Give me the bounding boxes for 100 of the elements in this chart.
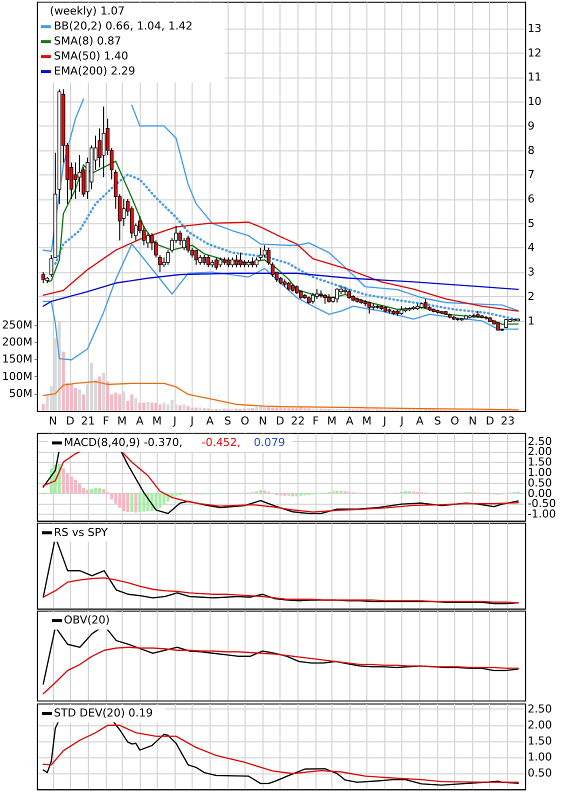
bar bbox=[162, 402, 166, 411]
candlestick bbox=[218, 256, 222, 268]
candlestick bbox=[367, 300, 372, 314]
x-tick-label: 23 bbox=[500, 414, 515, 428]
legend-label: BB(20,2) 0.66, 1.04, 1.42 bbox=[54, 20, 193, 33]
x-tick-label: J bbox=[172, 414, 176, 428]
line-series bbox=[42, 381, 519, 411]
x-tick-label: D bbox=[66, 414, 74, 428]
legend-label: STD DEV(20) 0.19 bbox=[54, 706, 153, 720]
bar bbox=[267, 406, 270, 411]
candlestick bbox=[194, 250, 198, 266]
y-tick-label: 10 bbox=[528, 95, 542, 108]
bar bbox=[78, 484, 81, 494]
candlestick bbox=[102, 106, 106, 178]
y-tick-label: 1 bbox=[528, 314, 535, 328]
x-tick-label: N bbox=[468, 414, 477, 428]
y-tick-label: 4 bbox=[528, 241, 535, 254]
x-tick-label: N bbox=[48, 414, 58, 428]
legend-label: MACD(8,40,9) -0.370, bbox=[64, 436, 183, 449]
bar bbox=[78, 390, 81, 411]
bar bbox=[190, 408, 194, 411]
y-tick-label: -1.00 bbox=[528, 508, 556, 521]
bar bbox=[86, 490, 90, 494]
text: -0.452, bbox=[202, 436, 241, 449]
y-tick-label: 1.50 bbox=[528, 734, 552, 748]
x-tick-label: A bbox=[206, 414, 214, 428]
x-tick-label: D bbox=[486, 414, 494, 428]
candlestick bbox=[311, 292, 315, 304]
bar bbox=[154, 402, 158, 411]
y-tick-label: 2.50 bbox=[528, 702, 552, 716]
y-tick-label: 3 bbox=[528, 266, 535, 279]
y2-tick-label: 100M bbox=[2, 370, 32, 383]
chart-title: (weekly) 1.07 bbox=[50, 4, 125, 18]
legend-label: OBV(20) bbox=[64, 614, 110, 627]
bar bbox=[166, 404, 170, 411]
bar bbox=[299, 408, 302, 411]
y-tick-label: 0.50 bbox=[528, 766, 552, 780]
bar bbox=[287, 408, 290, 411]
bar bbox=[259, 490, 262, 494]
bar bbox=[336, 490, 339, 494]
candlestick bbox=[206, 254, 210, 268]
x-tick-label: A bbox=[346, 414, 354, 428]
bar bbox=[130, 394, 134, 411]
x-tick-label: J bbox=[399, 414, 404, 428]
x-tick-label: N bbox=[258, 414, 267, 428]
x-tick-label: M bbox=[152, 414, 162, 428]
legend-label: SMA(50) 1.40 bbox=[54, 50, 128, 63]
candlestick bbox=[230, 256, 234, 268]
y-tick-label: 2.50 bbox=[528, 434, 552, 448]
x-tick-label: A bbox=[136, 414, 144, 428]
x-tick-label: S bbox=[434, 414, 442, 428]
y-tick-label: 11 bbox=[528, 70, 542, 84]
y-tick-label: 8 bbox=[528, 144, 535, 157]
bar bbox=[283, 493, 286, 496]
bar bbox=[279, 408, 282, 411]
candlestick bbox=[214, 256, 218, 270]
bar bbox=[134, 493, 138, 512]
x-tick-label: S bbox=[224, 414, 232, 428]
bar bbox=[82, 394, 86, 411]
y-tick-label: 13 bbox=[528, 22, 542, 35]
candlestick bbox=[250, 256, 254, 268]
x-tick-label: O bbox=[450, 414, 460, 428]
candlestick bbox=[226, 256, 230, 268]
y2-tick-label: 50M bbox=[9, 387, 32, 400]
y-tick-label: 2.00 bbox=[528, 445, 552, 458]
annotation: 0.079 bbox=[254, 436, 286, 449]
bar bbox=[340, 490, 343, 494]
y-tick-label: 1.00 bbox=[528, 750, 552, 764]
bar bbox=[74, 480, 77, 494]
candlestick bbox=[238, 252, 242, 268]
candlestick bbox=[424, 298, 428, 310]
bar bbox=[299, 493, 302, 496]
bar bbox=[295, 493, 298, 496]
bar bbox=[70, 384, 73, 411]
bar bbox=[198, 408, 202, 411]
candlestick bbox=[335, 287, 339, 304]
candlestick bbox=[122, 198, 126, 226]
bar bbox=[255, 406, 258, 411]
x-tick-label: A bbox=[416, 414, 424, 428]
y-tick-label: -0.50 bbox=[528, 497, 556, 510]
bar bbox=[275, 408, 278, 411]
y2-tick-label: 150M bbox=[2, 352, 32, 366]
bar bbox=[194, 408, 198, 411]
bar bbox=[138, 493, 142, 512]
bar bbox=[283, 408, 286, 411]
y2-tick-label: 200M bbox=[2, 336, 32, 349]
bar bbox=[62, 352, 65, 411]
y-tick-label: 12 bbox=[528, 46, 542, 60]
bar bbox=[307, 408, 310, 411]
bar bbox=[158, 493, 162, 508]
bar bbox=[126, 493, 130, 512]
bar bbox=[122, 493, 126, 511]
candlestick bbox=[266, 247, 270, 266]
bar bbox=[291, 493, 294, 496]
y-tick-label: 0.00 bbox=[528, 486, 552, 500]
bar bbox=[98, 376, 102, 411]
bar bbox=[118, 394, 122, 411]
bar bbox=[146, 402, 150, 411]
y-tick-label: 2.00 bbox=[528, 718, 552, 732]
candlestick bbox=[202, 254, 206, 266]
